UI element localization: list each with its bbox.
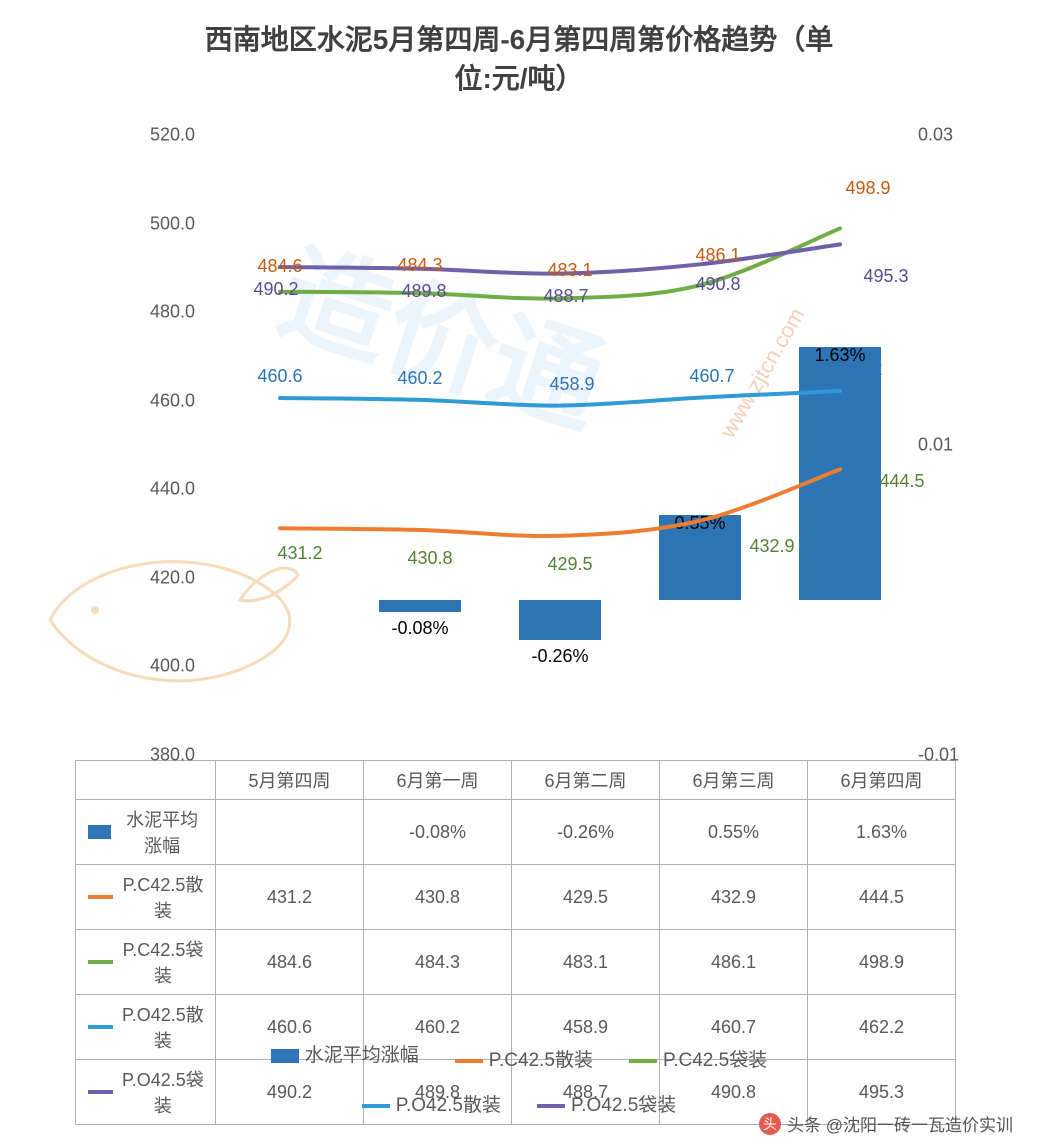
line-data-label: 484.6 [257, 256, 302, 277]
table-cell: 432.9 [660, 865, 808, 930]
toutiao-icon: 头 [759, 1113, 781, 1135]
series-line-pc_san [280, 469, 840, 536]
table-cell: 430.8 [364, 865, 512, 930]
legend-label: P.O42.5袋装 [571, 1085, 676, 1127]
legend-swatch [629, 1059, 657, 1063]
line-data-label: 495.3 [863, 266, 908, 287]
chart-container: 西南地区水泥5月第四周-6月第四周第价格趋势（单 位:元/吨） 造价通 www.… [0, 0, 1038, 1148]
line-data-label: 483.1 [547, 260, 592, 281]
y-axis-tick: 380.0 [135, 745, 195, 766]
table-row-header: P.C42.5散装 [119, 871, 207, 923]
y-axis-tick: 480.0 [135, 302, 195, 323]
table-cell: 498.9 [808, 930, 956, 995]
line-data-label: 460.7 [689, 366, 734, 387]
table-col-header: 6月第一周 [364, 761, 512, 800]
legend-label: P.O42.5散装 [396, 1085, 501, 1127]
table-row-header: 水泥平均涨幅 [117, 806, 207, 858]
line-data-label: 488.7 [543, 286, 588, 307]
series-line-po_san [280, 391, 840, 406]
attribution: 头 头条 @沈阳一砖一瓦造价实训 [759, 1111, 1013, 1136]
series-line-pc_dai [280, 228, 840, 298]
table-row: P.C42.5袋装484.6484.3483.1486.1498.9 [76, 930, 956, 995]
legend-swatch [362, 1104, 390, 1108]
table-row: 水泥平均涨幅 -0.08%-0.26%0.55%1.63% [76, 800, 956, 865]
table-row-header: P.C42.5袋装 [119, 936, 207, 988]
line-data-label: 458.9 [549, 374, 594, 395]
legend-swatch [88, 895, 113, 899]
legend-item: P.C42.5散装 [455, 1040, 593, 1082]
table-col-header: 6月第三周 [660, 761, 808, 800]
line-data-label: 460.6 [257, 366, 302, 387]
legend-label: P.C42.5袋装 [663, 1040, 767, 1082]
legend-swatch [88, 825, 111, 839]
line-data-label: 430.8 [407, 548, 452, 569]
legend-swatch [88, 1025, 113, 1029]
table-col-header: 6月第四周 [808, 761, 956, 800]
line-data-label: 498.9 [845, 178, 890, 199]
line-data-label: 444.5 [879, 471, 924, 492]
y-axis-tick: 440.0 [135, 479, 195, 500]
bar-label: -0.26% [531, 646, 588, 667]
legend-swatch [271, 1049, 299, 1063]
series-line-po_dai [280, 244, 840, 273]
legend-swatch [455, 1059, 483, 1063]
table-cell: 486.1 [660, 930, 808, 995]
legend-swatch [88, 960, 113, 964]
bar-label: -0.08% [391, 618, 448, 639]
legend-item: P.C42.5袋装 [629, 1040, 767, 1082]
y2-axis-tick: 0.01 [918, 435, 968, 456]
plot-area: -0.08%-0.26%0.55%1.63%431.2430.8429.5432… [210, 135, 910, 755]
legend-swatch [537, 1104, 565, 1108]
y-axis-tick: 400.0 [135, 656, 195, 677]
line-data-label: 484.3 [397, 255, 442, 276]
y2-axis-tick: -0.01 [918, 745, 968, 766]
line-data-label: 429.5 [547, 554, 592, 575]
table-cell: 483.1 [512, 930, 660, 995]
line-data-label: 432.9 [749, 536, 794, 557]
y-axis-tick: 460.0 [135, 390, 195, 411]
y-axis-tick: 500.0 [135, 213, 195, 234]
line-data-label: 460.2 [397, 368, 442, 389]
table-col-header: 5月第四周 [216, 761, 364, 800]
chart-title: 西南地区水泥5月第四周-6月第四周第价格趋势（单 位:元/吨） [0, 20, 1038, 98]
table-row: P.C42.5散装431.2430.8429.5432.9444.5 [76, 865, 956, 930]
table-cell: -0.26% [512, 800, 660, 865]
line-data-label: 490.2 [253, 279, 298, 300]
table-cell: 444.5 [808, 865, 956, 930]
table-cell: 429.5 [512, 865, 660, 930]
legend-label: P.C42.5散装 [489, 1040, 593, 1082]
table-cell: 1.63% [808, 800, 956, 865]
bar [659, 515, 740, 600]
y-axis-tick: 420.0 [135, 567, 195, 588]
line-data-label: 431.2 [277, 543, 322, 564]
table-col-header: 6月第二周 [512, 761, 660, 800]
table-cell: 0.55% [660, 800, 808, 865]
line-data-label: 486.1 [695, 245, 740, 266]
y-axis-tick: 520.0 [135, 125, 195, 146]
legend-item: 水泥平均涨幅 [271, 1035, 419, 1077]
table-cell: 484.3 [364, 930, 512, 995]
table-cell: -0.08% [364, 800, 512, 865]
title-line1: 西南地区水泥5月第四周-6月第四周第价格趋势（单 [205, 24, 833, 55]
bar [799, 347, 880, 600]
y2-axis-tick: 0.03 [918, 125, 968, 146]
attribution-text: 头条 @沈阳一砖一瓦造价实训 [787, 1111, 1013, 1136]
bar [519, 600, 600, 640]
table-cell [216, 800, 364, 865]
bar [379, 600, 460, 612]
line-data-label: 490.8 [695, 274, 740, 295]
legend-item: P.O42.5散装 [362, 1085, 501, 1127]
line-data-label: 489.8 [401, 281, 446, 302]
legend-label: 水泥平均涨幅 [305, 1035, 419, 1077]
table-cell: 431.2 [216, 865, 364, 930]
legend-item: P.O42.5袋装 [537, 1085, 676, 1127]
table-cell: 484.6 [216, 930, 364, 995]
title-line2: 位:元/吨） [454, 63, 583, 94]
